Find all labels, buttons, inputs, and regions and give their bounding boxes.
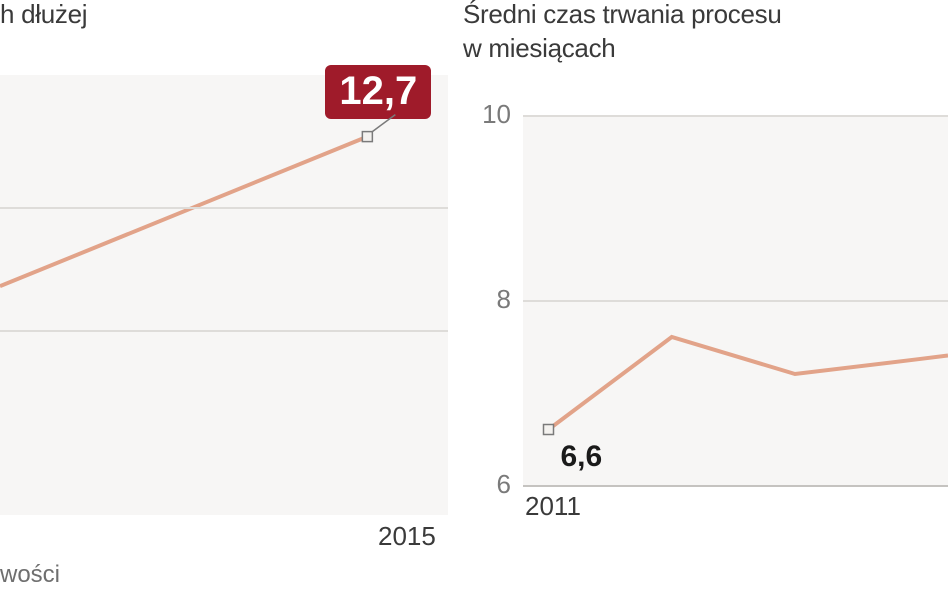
gridline (0, 330, 448, 332)
left-chart-area: 12,7 (0, 75, 448, 515)
badge-callout-line (0, 75, 448, 515)
right-panel: Średni czas trwania procesu w miesiącach… (463, 0, 948, 593)
gridline (523, 485, 948, 487)
callout-line (372, 115, 395, 132)
gridline (523, 300, 948, 302)
chart-pair-container: h dłużej 12,7 2015 wości Średni czas trw… (0, 0, 948, 593)
right-chart-title-line1: Średni czas trwania procesu (463, 0, 782, 31)
ytick-label: 6 (463, 469, 511, 500)
left-chart-title: h dłużej (0, 0, 87, 31)
right-chart-title-line2: w miesiącach (463, 32, 615, 65)
left-footer-fragment: wości (0, 561, 60, 589)
ytick-label: 8 (463, 284, 511, 315)
first-point-label: 6,6 (561, 440, 603, 474)
right-chart-area (523, 115, 948, 485)
right-x-start-label: 2011 (525, 491, 581, 522)
start-marker (544, 425, 554, 435)
ytick-label: 10 (463, 99, 511, 130)
line-path (549, 337, 948, 430)
gridline (523, 115, 948, 117)
left-x-end-label: 2015 (378, 521, 436, 552)
panel-divider (455, 0, 463, 593)
left-panel: h dłużej 12,7 2015 wości (0, 0, 455, 593)
gridline (0, 207, 448, 209)
